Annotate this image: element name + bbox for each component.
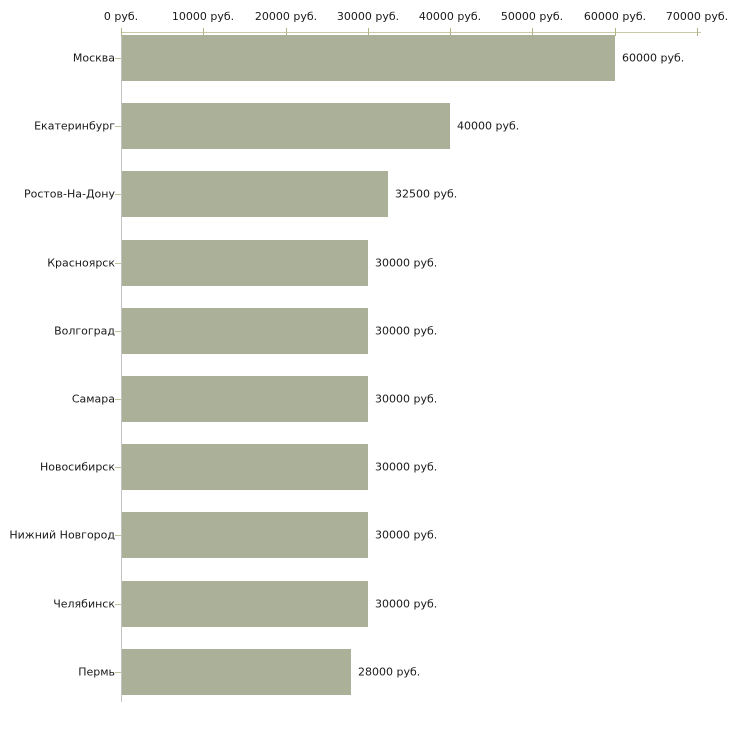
bar — [122, 581, 368, 627]
x-axis-tick — [615, 28, 616, 36]
value-label: 30000 руб. — [375, 392, 438, 406]
bar — [122, 649, 351, 695]
category-tick — [115, 194, 121, 195]
bar — [122, 376, 368, 422]
value-label: 30000 руб. — [375, 256, 438, 270]
x-axis-tick-label: 40000 руб. — [418, 10, 482, 23]
x-axis-tick — [532, 28, 533, 36]
bar — [122, 240, 368, 286]
category-label: Пермь — [78, 665, 115, 679]
x-axis-tick — [368, 28, 369, 36]
bar — [122, 103, 450, 149]
category-tick — [115, 672, 121, 673]
category-tick — [115, 126, 121, 127]
category-tick — [115, 467, 121, 468]
bar — [122, 308, 368, 354]
value-label: 32500 руб. — [395, 187, 458, 201]
x-axis-tick-label: 60000 руб. — [583, 10, 647, 23]
category-label: Челябинск — [53, 597, 115, 611]
y-axis-line — [121, 32, 122, 702]
x-axis-tick-label: 20000 руб. — [254, 10, 318, 23]
value-label: 30000 руб. — [375, 324, 438, 338]
x-axis-tick-label: 50000 руб. — [500, 10, 564, 23]
bar — [122, 512, 368, 558]
x-axis-tick — [121, 28, 122, 36]
category-label: Самара — [71, 392, 115, 406]
category-label: Красноярск — [47, 256, 115, 270]
x-axis-tick — [286, 28, 287, 36]
x-axis-tick-label: 10000 руб. — [171, 10, 235, 23]
category-tick — [115, 331, 121, 332]
x-axis-tick-label: 30000 руб. — [336, 10, 400, 23]
category-tick — [115, 58, 121, 59]
x-axis-tick — [697, 28, 698, 36]
category-label: Новосибирск — [39, 460, 115, 474]
value-label: 30000 руб. — [375, 460, 438, 474]
category-tick — [115, 604, 121, 605]
category-label: Волгоград — [54, 324, 115, 338]
value-label: 28000 руб. — [358, 665, 421, 679]
bar — [122, 35, 615, 81]
category-tick — [115, 263, 121, 264]
value-label: 30000 руб. — [375, 597, 438, 611]
value-label: 30000 руб. — [375, 528, 438, 542]
category-tick — [115, 535, 121, 536]
category-label: Москва — [72, 51, 115, 65]
bar — [122, 171, 388, 217]
x-axis-tick-label: 0 руб. — [103, 10, 139, 23]
category-tick — [115, 399, 121, 400]
x-axis-tick — [203, 28, 204, 36]
x-axis-line — [121, 32, 701, 33]
x-axis-tick-label: 70000 руб. — [665, 10, 729, 23]
category-label: Екатеринбург — [34, 119, 115, 133]
value-label: 40000 руб. — [457, 119, 520, 133]
value-label: 60000 руб. — [622, 51, 685, 65]
category-label: Ростов-На-Дону — [23, 187, 115, 201]
bar — [122, 444, 368, 490]
category-label: Нижний Новгород — [9, 528, 115, 542]
x-axis-tick — [450, 28, 451, 36]
